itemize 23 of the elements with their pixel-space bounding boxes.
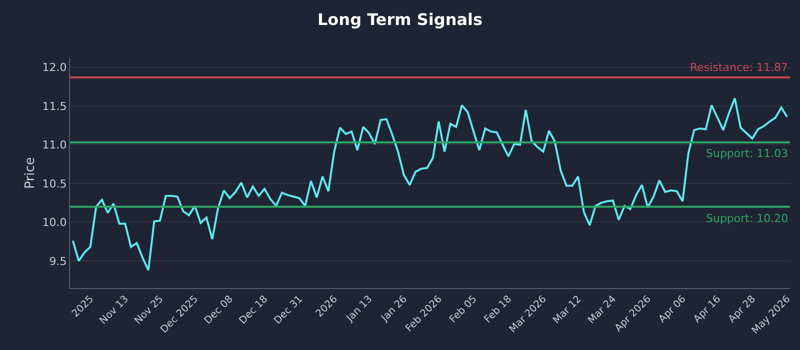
x-tick-label: Apr 28 — [726, 294, 758, 326]
x-tick-label: Dec 08 — [202, 294, 236, 327]
ref-line-label: Resistance: 11.87 — [690, 61, 788, 74]
y-tick-label: 10.0 — [42, 216, 67, 230]
y-tick-label: 11.0 — [42, 138, 67, 152]
x-tick-label: Nov 13 — [98, 294, 131, 327]
x-tick-label: Mar 12 — [551, 294, 584, 326]
ref-line-label: Support: 11.03 — [706, 147, 788, 160]
y-axis-title: Price — [23, 157, 38, 189]
ref-line-label: Support: 10.20 — [706, 212, 788, 225]
y-tick-label: 9.5 — [49, 254, 67, 268]
x-tick-label: Apr 16 — [692, 294, 724, 326]
y-tick-label: 12.0 — [42, 61, 67, 74]
chart-title: Long Term Signals — [317, 10, 483, 30]
line-series — [72, 97, 788, 272]
x-tick-label: Dec 31 — [272, 294, 306, 327]
x-tick-label: Jan 26 — [378, 294, 410, 325]
x-tick-label: Feb 05 — [448, 294, 480, 326]
x-tick-label: Dec 18 — [237, 294, 270, 327]
y-tick-label: 11.5 — [42, 100, 67, 113]
y-tick-label: 10.5 — [42, 177, 67, 190]
x-tick-label: Apr 06 — [656, 294, 688, 326]
x-tick-label: Jan 13 — [344, 294, 375, 325]
